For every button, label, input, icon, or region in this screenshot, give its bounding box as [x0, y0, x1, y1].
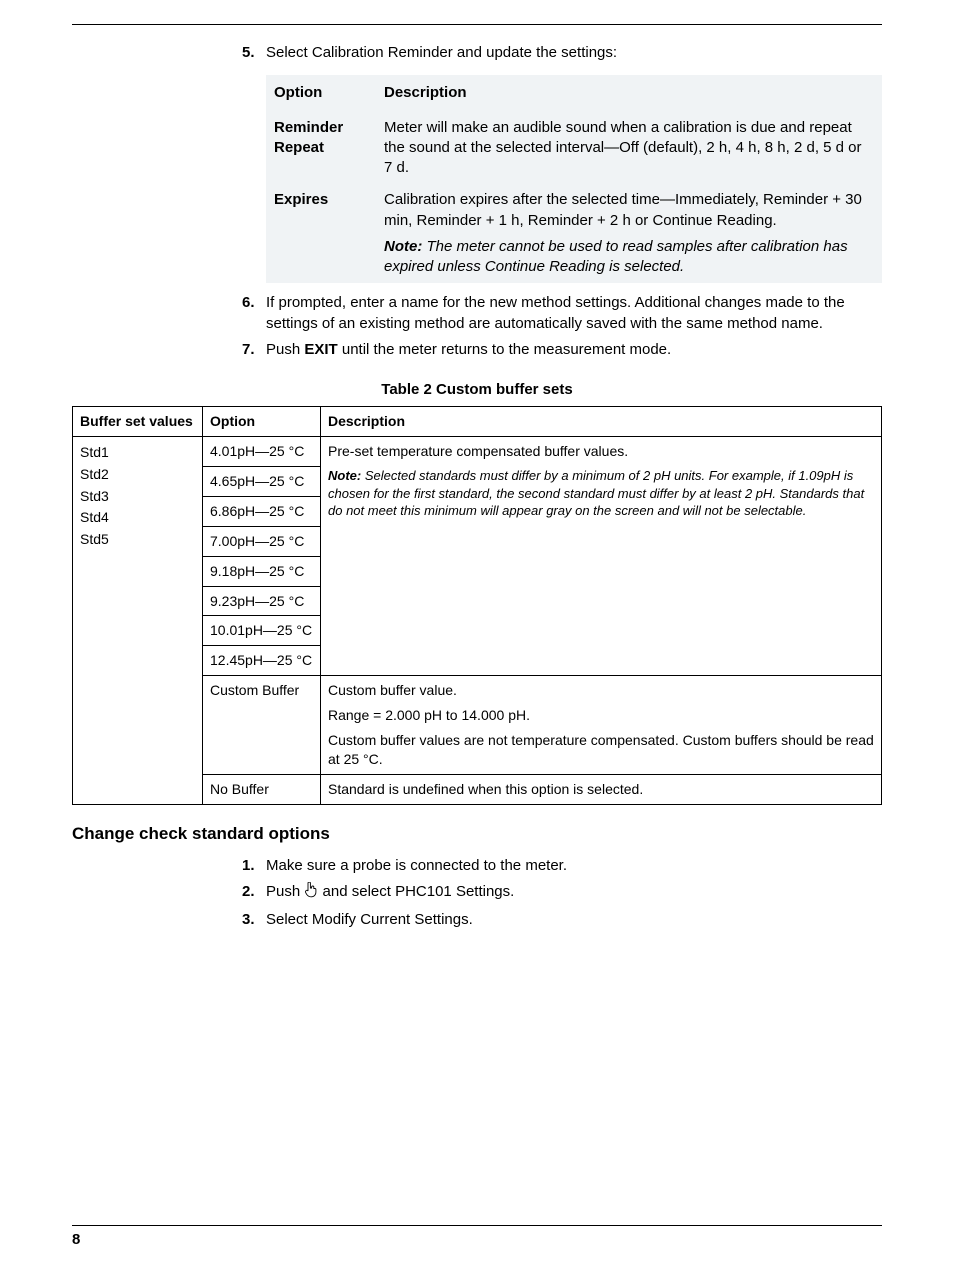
step-6: 6. If prompted, enter a name for the new… — [242, 293, 882, 334]
t2-custom-desc2: Range = 2.000 pH to 14.000 pH. — [328, 706, 874, 725]
t2-preset-note-label: Note: — [328, 468, 361, 483]
step-7-num: 7. — [242, 340, 266, 360]
hand-pointer-icon — [304, 882, 318, 904]
opt-row1-desc: Calibration expires after the selected t… — [376, 184, 882, 283]
opt-header-desc: Description — [376, 75, 882, 111]
t2-h-bsv: Buffer set values — [73, 407, 203, 437]
s2-step1-text: Make sure a probe is connected to the me… — [266, 856, 882, 876]
footer: 8 — [72, 1225, 882, 1270]
t2-opt-6: 10.01pH—25 °C — [203, 616, 321, 646]
s2-step3-num: 3. — [242, 910, 266, 930]
t2-bsv-4: Std5 — [80, 529, 195, 551]
opt-row0-desc: Meter will make an audible sound when a … — [376, 112, 882, 185]
t2-nobuf-option: No Buffer — [203, 774, 321, 804]
s2-step2-suffix: and select PHC101 Settings. — [318, 883, 514, 900]
section2-heading: Change check standard options — [72, 823, 882, 846]
step-7-bold: EXIT — [304, 341, 337, 358]
t2-custom-desc3: Custom buffer values are not temperature… — [328, 731, 874, 769]
t2-opt-0: 4.01pH—25 °C — [203, 437, 321, 467]
t2-preset-desc: Pre-set temperature compensated buffer v… — [328, 442, 874, 461]
opt-row1-option: Expires — [266, 184, 376, 283]
opt-row0-option: Reminder Repeat — [266, 112, 376, 185]
opt-header-option: Option — [266, 75, 376, 111]
step-5-num: 5. — [242, 43, 266, 63]
s2-step-1: 1. Make sure a probe is connected to the… — [242, 856, 882, 876]
opt-row1-desc-text: Calibration expires after the selected t… — [384, 190, 872, 231]
s2-step3-text: Select Modify Current Settings. — [266, 910, 882, 930]
t2-opt-7: 12.45pH—25 °C — [203, 646, 321, 676]
step-7-text: Push EXIT until the meter returns to the… — [266, 340, 882, 360]
t2-preset-note: Note: Selected standards must differ by … — [328, 467, 874, 520]
step-6-num: 6. — [242, 293, 266, 313]
t2-bsv-1: Std2 — [80, 464, 195, 486]
t2-opt-4: 9.18pH—25 °C — [203, 556, 321, 586]
t2-opt-2: 6.86pH—25 °C — [203, 496, 321, 526]
step-7-suffix: until the meter returns to the measureme… — [338, 341, 672, 358]
s2-step-3: 3. Select Modify Current Settings. — [242, 910, 882, 930]
footer-rule — [72, 1225, 882, 1226]
reminder-options-table: Option Description Reminder Repeat Meter… — [266, 75, 882, 283]
t2-bsv-3: Std4 — [80, 507, 195, 529]
t2-preset-note-text: Selected standards must differ by a mini… — [328, 468, 864, 518]
s2-step1-num: 1. — [242, 856, 266, 876]
page-number: 8 — [72, 1230, 882, 1250]
step-list-1: 5. Select Calibration Reminder and updat… — [242, 43, 882, 360]
opt-row1-note-label: Note: — [384, 238, 422, 255]
t2-opt-5: 9.23pH—25 °C — [203, 586, 321, 616]
s2-step-2: 2. Push and select PHC101 Settings. — [242, 882, 882, 904]
t2-bsv-0: Std1 — [80, 442, 195, 464]
table2-caption: Table 2 Custom buffer sets — [72, 380, 882, 400]
t2-custom-option: Custom Buffer — [203, 676, 321, 775]
step-6-text: If prompted, enter a name for the new me… — [266, 293, 882, 334]
top-rule — [72, 24, 882, 25]
s2-step2-num: 2. — [242, 882, 266, 902]
step-7-prefix: Push — [266, 341, 304, 358]
t2-bsv-cell: Std1 Std2 Std3 Std4 Std5 — [73, 437, 203, 805]
t2-h-desc: Description — [321, 407, 882, 437]
t2-opt-3: 7.00pH—25 °C — [203, 526, 321, 556]
opt-row1-note: Note: The meter cannot be used to read s… — [384, 231, 872, 278]
step-5-text: Select Calibration Reminder and update t… — [266, 43, 882, 63]
t2-bsv-2: Std3 — [80, 486, 195, 508]
step-5: 5. Select Calibration Reminder and updat… — [242, 43, 882, 283]
table2: Buffer set values Option Description Std… — [72, 406, 882, 804]
opt-row1-note-text: The meter cannot be used to read samples… — [384, 238, 848, 275]
t2-h-option: Option — [203, 407, 321, 437]
t2-opt-1: 4.65pH—25 °C — [203, 467, 321, 497]
t2-custom-desc1: Custom buffer value. — [328, 681, 874, 700]
s2-step2-text: Push and select PHC101 Settings. — [266, 882, 882, 904]
step-7: 7. Push EXIT until the meter returns to … — [242, 340, 882, 360]
s2-step2-prefix: Push — [266, 883, 304, 900]
step-list-2: 1. Make sure a probe is connected to the… — [242, 856, 882, 931]
t2-custom-desc-cell: Custom buffer value. Range = 2.000 pH to… — [321, 676, 882, 775]
t2-preset-desc-cell: Pre-set temperature compensated buffer v… — [321, 437, 882, 676]
t2-nobuf-desc: Standard is undefined when this option i… — [321, 774, 882, 804]
